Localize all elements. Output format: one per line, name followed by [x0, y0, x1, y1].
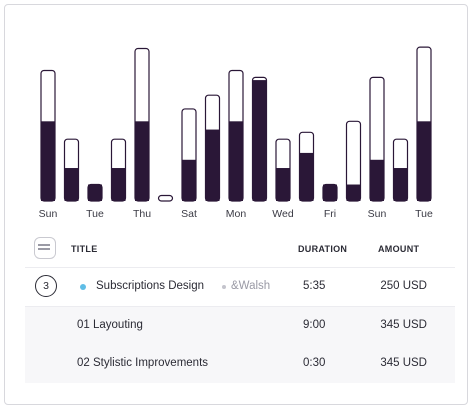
task-amount: 250 USD — [380, 280, 427, 292]
table-header: TITLE DURATION AMOUNT — [25, 231, 455, 268]
task-duration: 5:35 — [303, 280, 326, 292]
column-duration: DURATION — [298, 244, 348, 254]
x-tick-label: Wed — [272, 208, 294, 220]
bar-value[interactable] — [370, 159, 384, 201]
list-icon-line — [38, 248, 50, 250]
subtask-duration: 0:30 — [303, 357, 326, 369]
bar-value[interactable] — [135, 121, 149, 201]
bar-value[interactable] — [299, 152, 314, 201]
x-tick-label: Sat — [181, 208, 197, 220]
x-tick-label: Tue — [86, 208, 104, 220]
bar-value[interactable] — [64, 168, 79, 201]
list-icon-line — [38, 244, 50, 246]
task-table: TITLE DURATION AMOUNT 3 Subscriptions De… — [25, 231, 455, 383]
subtask-amount: 345 USD — [380, 319, 427, 331]
bar-value[interactable] — [41, 121, 55, 201]
x-tick-label: Sun — [39, 208, 58, 220]
x-tick-label: Mon — [226, 208, 247, 220]
bar-value[interactable] — [417, 121, 431, 201]
bar-value[interactable] — [323, 184, 337, 201]
task-index-badge: 3 — [35, 275, 57, 297]
bar-value[interactable] — [276, 168, 290, 201]
table-row[interactable]: 01 Layouting 9:00 345 USD — [25, 307, 455, 345]
bar-value[interactable] — [346, 184, 361, 201]
task-title: Subscriptions Design — [96, 280, 205, 292]
x-tick-label: Fri — [324, 208, 336, 220]
bar-value[interactable] — [88, 184, 102, 201]
table-row[interactable]: 02 Stylistic Improvements 0:30 345 USD — [25, 345, 455, 383]
subtask-title: 01 Layouting — [77, 319, 143, 331]
x-tick-label: Thu — [133, 208, 151, 220]
x-tick-label: Sun — [368, 208, 387, 220]
weekly-bar-chart: Sun Tue Thu Sat Mon Wed Fri Sun Tue — [39, 46, 433, 220]
subtask-duration: 9:00 — [303, 319, 326, 331]
separator-dot — [222, 285, 226, 289]
x-tick-label: Tue — [415, 208, 433, 220]
bar-value[interactable] — [111, 168, 126, 201]
bar-value[interactable] — [205, 129, 220, 201]
bar-value[interactable] — [252, 80, 267, 201]
bar-value[interactable] — [182, 159, 196, 201]
bar-total[interactable] — [157, 194, 174, 202]
status-dot — [80, 284, 86, 290]
bar-value[interactable] — [393, 168, 408, 201]
table-row[interactable]: 3 Subscriptions Design &Walsh 5:35 250 U… — [25, 268, 455, 307]
column-title: TITLE — [71, 244, 98, 254]
list-view-button[interactable] — [34, 237, 56, 259]
task-card: Sun Tue Thu Sat Mon Wed Fri Sun Tue TITLE DURATI… — [4, 4, 468, 405]
subtask-title: 02 Stylistic Improvements — [77, 357, 209, 369]
column-amount: AMOUNT — [378, 244, 420, 254]
subtask-amount: 345 USD — [380, 357, 427, 369]
bar-value[interactable] — [229, 121, 243, 201]
task-client: &Walsh — [231, 280, 271, 292]
